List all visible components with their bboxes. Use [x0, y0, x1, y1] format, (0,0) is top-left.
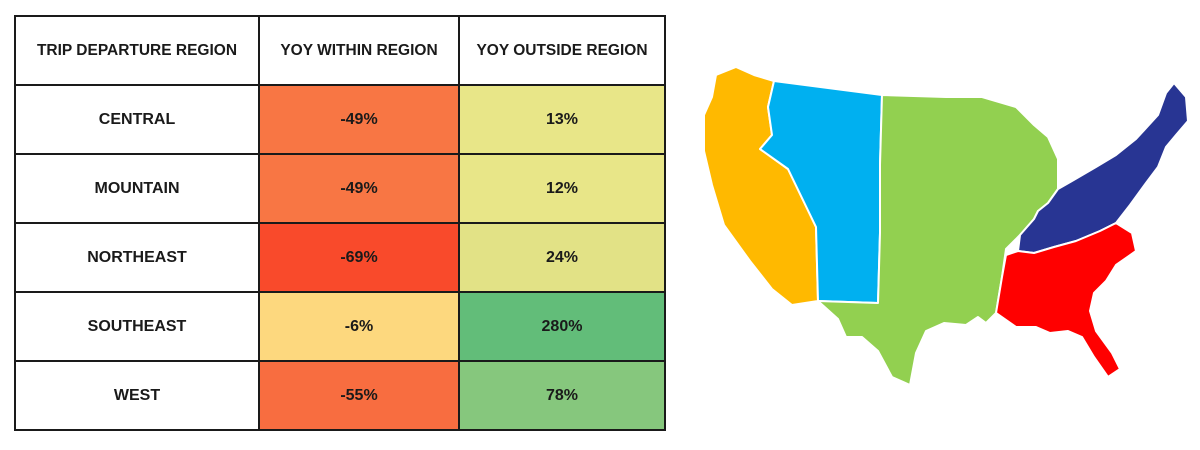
table-row: WEST -55% 78% — [14, 360, 666, 431]
yoy-outside-cell: 13% — [458, 84, 666, 155]
yoy-within-cell: -6% — [258, 291, 460, 362]
yoy-within-cell: -49% — [258, 153, 460, 224]
yoy-within-cell: -55% — [258, 360, 460, 431]
map-region-central — [817, 94, 1059, 385]
region-cell: MOUNTAIN — [14, 153, 260, 224]
yoy-within-cell: -49% — [258, 84, 460, 155]
yoy-outside-cell: 78% — [458, 360, 666, 431]
table-row: CENTRAL -49% 13% — [14, 84, 666, 155]
column-header-yoy-within: YOY WITHIN REGION — [258, 15, 460, 86]
region-cell: NORTHEAST — [14, 222, 260, 293]
table-header-row: TRIP DEPARTURE REGION YOY WITHIN REGION … — [14, 15, 666, 86]
us-regions-map — [703, 66, 1189, 385]
column-header-yoy-outside: YOY OUTSIDE REGION — [458, 15, 666, 86]
yoy-outside-cell: 24% — [458, 222, 666, 293]
region-cell: WEST — [14, 360, 260, 431]
column-header-region: TRIP DEPARTURE REGION — [14, 15, 260, 86]
yoy-within-cell: -69% — [258, 222, 460, 293]
table-row: SOUTHEAST -6% 280% — [14, 291, 666, 362]
table-row: MOUNTAIN -49% 12% — [14, 153, 666, 224]
map-region-southeast — [995, 222, 1137, 378]
yoy-outside-cell: 12% — [458, 153, 666, 224]
region-cell: CENTRAL — [14, 84, 260, 155]
yoy-heat-table: TRIP DEPARTURE REGION YOY WITHIN REGION … — [14, 15, 666, 431]
table-row: NORTHEAST -69% 24% — [14, 222, 666, 293]
region-cell: SOUTHEAST — [14, 291, 260, 362]
yoy-outside-cell: 280% — [458, 291, 666, 362]
